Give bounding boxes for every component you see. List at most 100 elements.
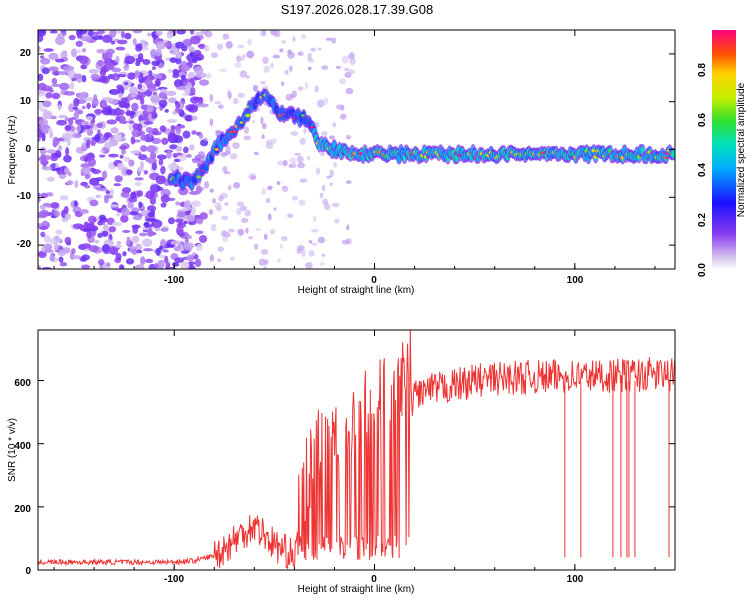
noise-cell	[194, 258, 202, 268]
noise-cell	[100, 149, 105, 153]
noise-cell	[148, 87, 159, 92]
noise-cell	[89, 199, 99, 207]
noise-cell	[79, 209, 89, 214]
noise-cell	[115, 109, 125, 116]
noise-cell	[261, 248, 269, 255]
noise-cell	[186, 216, 196, 223]
y-tick-label: 10	[20, 96, 32, 107]
colorbar-tick-label: 0.6	[697, 113, 708, 127]
noise-cell	[304, 81, 309, 90]
noise-cell	[184, 210, 191, 216]
noise-cell	[142, 58, 151, 66]
noise-cell	[145, 190, 156, 200]
noise-cell	[88, 158, 97, 167]
noise-cell	[82, 228, 90, 232]
noise-cell	[167, 132, 175, 141]
noise-cell	[320, 130, 328, 137]
noise-cell	[223, 232, 231, 238]
noise-cell	[348, 69, 356, 75]
noise-cell	[339, 78, 347, 85]
noise-cell	[55, 229, 63, 235]
noise-cell	[121, 207, 130, 217]
noise-cell	[221, 215, 229, 220]
noise-cell	[43, 234, 51, 243]
noise-cell	[130, 136, 136, 145]
noise-cell	[86, 127, 94, 136]
noise-cell	[143, 121, 154, 125]
noise-cell	[287, 213, 294, 219]
noise-cell	[250, 175, 257, 180]
noise-cell	[68, 34, 76, 41]
noise-cell	[142, 238, 153, 247]
noise-cell	[198, 43, 206, 50]
noise-cell	[189, 30, 195, 35]
noise-cell	[140, 134, 148, 141]
noise-cell	[38, 102, 44, 110]
noise-cell	[260, 116, 264, 125]
noise-cell	[137, 83, 143, 90]
noise-cell	[340, 104, 345, 111]
noise-cell	[78, 55, 89, 65]
noise-cell	[52, 70, 60, 76]
noise-cell	[56, 119, 68, 126]
noise-cell	[170, 240, 182, 246]
noise-cell	[131, 235, 140, 244]
noise-cell	[110, 127, 119, 134]
noise-cell	[335, 65, 342, 69]
noise-cell	[247, 38, 252, 46]
noise-cell	[251, 119, 256, 124]
noise-cell	[46, 149, 57, 154]
noise-cell	[125, 169, 133, 175]
noise-cell	[193, 49, 202, 57]
noise-cell	[191, 158, 199, 164]
noise-cell	[117, 74, 127, 78]
noise-cell	[92, 31, 101, 36]
spectrogram-axes	[38, 30, 675, 269]
noise-cell	[178, 166, 184, 171]
noise-cell	[269, 229, 276, 235]
noise-cell	[190, 87, 196, 95]
noise-cell	[310, 47, 316, 52]
noise-cell	[38, 196, 41, 203]
noise-cell	[75, 49, 82, 54]
noise-cell	[167, 119, 177, 123]
noise-cell	[340, 113, 347, 120]
noise-cell	[253, 151, 259, 156]
noise-cell	[135, 44, 143, 52]
noise-cell	[76, 92, 85, 99]
noise-cell	[38, 192, 41, 197]
noise-cell	[65, 146, 70, 156]
noise-cell	[270, 62, 274, 69]
noise-cell	[307, 52, 313, 61]
noise-cell	[164, 41, 171, 48]
noise-cell	[175, 146, 183, 152]
noise-cell	[306, 156, 311, 161]
noise-cell	[299, 137, 306, 145]
noise-cell	[162, 249, 169, 253]
noise-cell	[147, 32, 152, 37]
noise-cell	[43, 243, 53, 251]
noise-cell	[160, 239, 167, 249]
noise-cell	[38, 156, 47, 162]
y-tick-label: -10	[17, 191, 32, 202]
noise-cell	[331, 202, 340, 208]
noise-cell	[73, 97, 80, 107]
noise-cell	[198, 235, 208, 243]
noise-cell	[138, 75, 144, 84]
noise-cell	[158, 245, 164, 251]
noise-cell	[347, 53, 355, 60]
noise-cell	[144, 218, 156, 222]
noise-cell	[106, 262, 111, 267]
noise-cell	[48, 127, 53, 133]
noise-cell	[172, 261, 180, 267]
noise-cell	[165, 90, 177, 97]
noise-cell	[155, 78, 161, 87]
noise-cell	[88, 68, 99, 74]
noise-cell	[225, 40, 233, 49]
noise-cell	[281, 185, 289, 193]
y-axis-label: SNR (10 * v/v)	[7, 418, 18, 482]
noise-cell	[41, 124, 49, 134]
noise-cell	[128, 159, 135, 167]
y-axis-label: Frequency (Hz)	[7, 116, 18, 185]
noise-cell	[303, 128, 307, 135]
